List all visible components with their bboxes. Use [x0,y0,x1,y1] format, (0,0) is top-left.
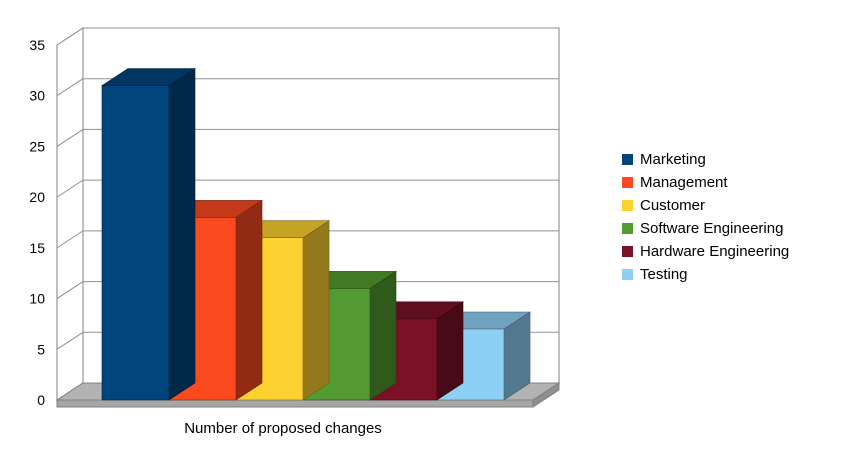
bar-side-face [369,270,397,401]
y-tick-label: 30 [29,88,45,104]
y-tick-label: 10 [29,291,45,307]
legend-item-testing: Testing [622,263,789,286]
legend-label: Hardware Engineering [640,243,790,260]
legend-swatch [622,177,633,188]
y-tick-label: 35 [29,37,45,53]
y-tick-label: 5 [37,341,45,357]
legend-item-customer: Customer [622,194,789,217]
legend-label: Software Engineering [640,220,784,237]
bar-side-face [302,220,330,401]
gridline-wall-segment [56,27,84,46]
left-wall [56,27,84,401]
legend-item-marketing: Marketing [622,148,789,171]
bar-front-face [101,85,170,401]
legend-label: Testing [640,266,688,283]
floor-front [56,399,534,408]
gridline-wall-segment [56,129,84,147]
legend-label: Marketing [640,151,706,168]
y-tick-label: 20 [29,189,45,205]
x-axis-title: Number of proposed changes [184,420,382,437]
legend-item-management: Management [622,171,789,194]
bar-side-face [168,68,196,401]
y-tick-label: 25 [29,138,45,154]
floor-side [532,382,560,408]
gridline-wall-segment [56,179,84,198]
legend-swatch [622,200,633,211]
gridline-wall-segment [56,331,84,350]
legend-swatch [622,223,633,234]
bar-marketing [100,68,197,401]
legend-swatch [622,269,633,280]
gridline-wall-segment [56,78,84,97]
legend-swatch [622,154,633,165]
legend: Marketing Management Customer Software Engi… [622,148,789,286]
y-tick-label: 0 [37,392,45,408]
legend-label: Management [640,174,728,191]
gridline-wall-segment [56,230,84,249]
legend-label: Customer [640,197,706,214]
legend-item-software-engineering: Software Engineering [622,217,789,240]
gridline-wall-segment [56,281,84,299]
y-tick-label: 15 [29,240,45,256]
legend-item-hardware-engineering: Hardware Engineering [622,240,789,263]
bar-side-face [235,199,263,401]
legend-swatch [622,246,633,257]
